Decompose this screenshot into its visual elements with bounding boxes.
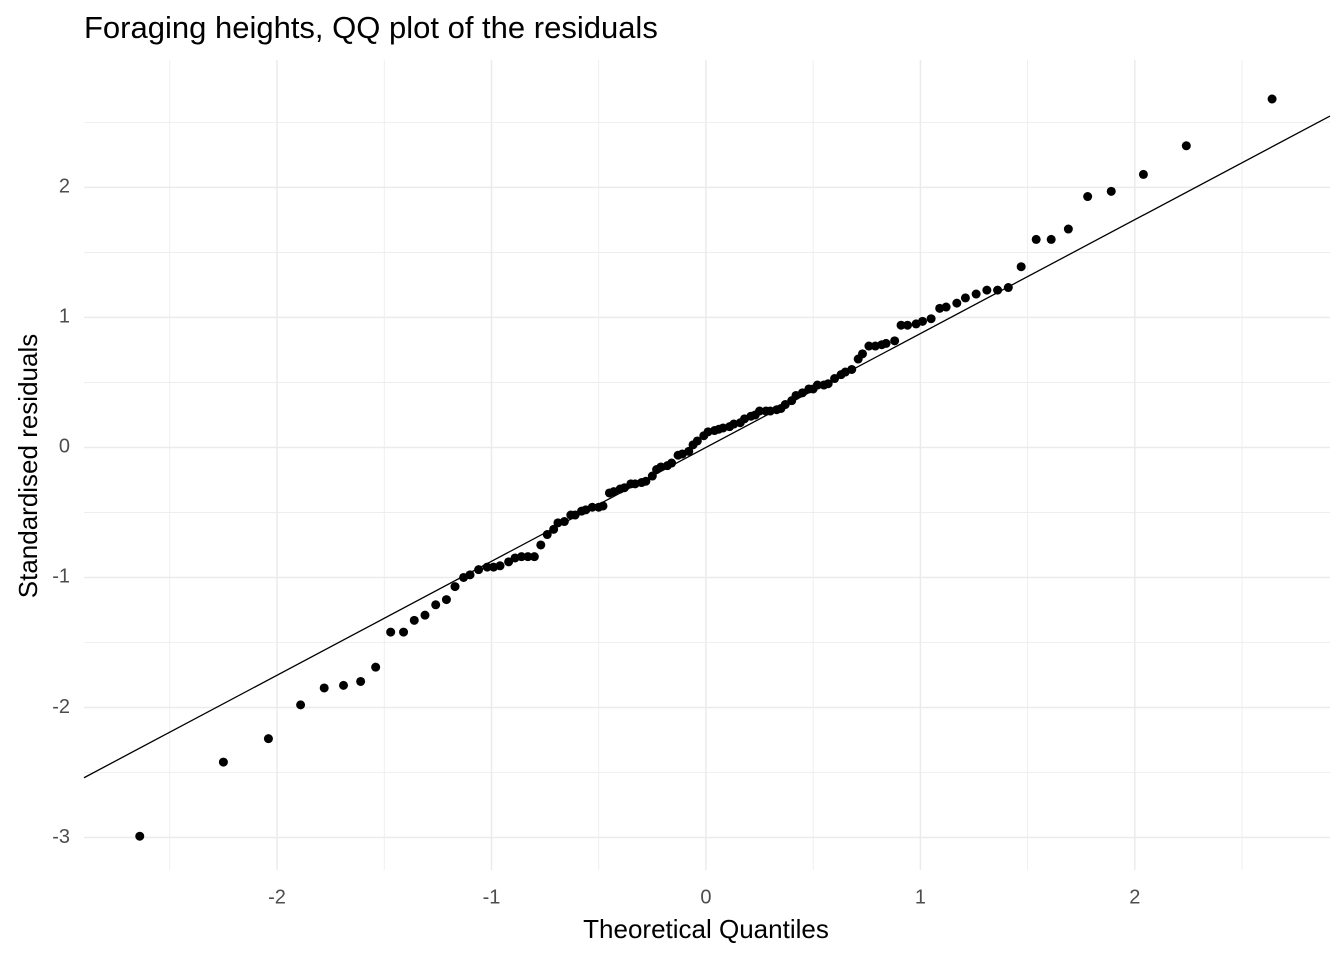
point: [523, 552, 533, 562]
y-tick-label: 0: [59, 436, 70, 458]
reference-line: [83, 115, 1331, 779]
point: [1267, 94, 1277, 104]
point: [263, 734, 273, 744]
point: [465, 570, 475, 580]
point: [399, 627, 409, 637]
point: [903, 320, 913, 330]
point: [993, 285, 1003, 295]
point: [420, 610, 430, 620]
point: [890, 336, 900, 346]
y-tick-label: -2: [52, 696, 70, 718]
point: [918, 316, 928, 326]
point: [1083, 192, 1093, 202]
point: [926, 314, 936, 324]
point: [516, 552, 526, 562]
point: [218, 757, 228, 767]
point: [409, 615, 419, 625]
point: [296, 700, 306, 710]
point: [896, 320, 906, 330]
x-tick-label: 0: [700, 886, 711, 908]
point: [536, 540, 546, 550]
x-tick-label: 1: [915, 886, 926, 908]
point: [941, 302, 951, 312]
point: [755, 406, 765, 416]
point: [684, 446, 694, 456]
point: [529, 552, 539, 562]
x-tick-label: 2: [1129, 886, 1140, 908]
point: [1063, 224, 1073, 234]
point: [641, 476, 651, 486]
point: [135, 831, 145, 841]
point: [1046, 234, 1056, 244]
y-tick-label: 1: [59, 306, 70, 328]
point: [864, 341, 874, 351]
y-axis-title: Standardised residuals: [13, 334, 43, 599]
point: [952, 298, 962, 308]
point: [495, 561, 505, 571]
point: [319, 683, 329, 693]
point: [1016, 262, 1026, 272]
point: [1106, 186, 1116, 196]
point: [1138, 169, 1148, 179]
point: [692, 436, 702, 446]
y-tick-label: -1: [52, 566, 70, 588]
chart-title: Foraging heights, QQ plot of the residua…: [84, 10, 658, 45]
x-tick-label: -1: [483, 886, 501, 908]
point: [1181, 141, 1191, 151]
point: [971, 289, 981, 299]
point: [881, 338, 891, 348]
point: [667, 458, 677, 468]
point: [982, 285, 992, 295]
y-tick-label: 2: [59, 176, 70, 198]
y-tick-label: -3: [52, 826, 70, 848]
x-tick-label: -2: [268, 886, 286, 908]
point: [386, 627, 396, 637]
point: [960, 293, 970, 303]
x-axis-title: Theoretical Quantiles: [583, 914, 829, 944]
point: [431, 600, 441, 610]
point: [450, 582, 460, 592]
point: [441, 595, 451, 605]
point: [857, 349, 867, 359]
point: [356, 676, 366, 686]
point: [338, 680, 348, 690]
point: [371, 662, 381, 672]
point: [1031, 234, 1041, 244]
